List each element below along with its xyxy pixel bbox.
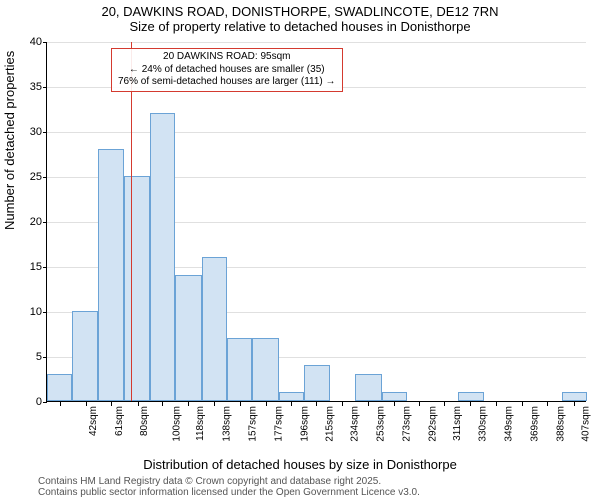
ytick-label: 5 <box>2 351 42 363</box>
footer-line-2: Contains public sector information licen… <box>38 487 420 498</box>
xtick-label: 157sqm <box>247 406 258 442</box>
footer-line-1: Contains HM Land Registry data © Crown c… <box>38 476 420 487</box>
xtick-label: 311sqm <box>452 406 463 441</box>
xtick-label: 215sqm <box>325 406 336 442</box>
ytick-label: 40 <box>2 36 42 48</box>
xtick-label: 407sqm <box>581 406 592 442</box>
xtick-mark <box>444 402 445 406</box>
footer: Contains HM Land Registry data © Crown c… <box>38 476 420 498</box>
annotation-line-3: 76% of semi-detached houses are larger (… <box>118 76 336 89</box>
plot-area: 051015202530354042sqm61sqm80sqm100sqm118… <box>46 42 586 402</box>
xtick-mark <box>368 402 369 406</box>
xtick-mark <box>214 402 215 406</box>
y-axis-label: Number of detached properties <box>2 51 17 230</box>
xtick-mark <box>316 402 317 406</box>
histogram-bar <box>47 374 72 401</box>
xtick-label: 349sqm <box>503 406 514 442</box>
histogram-bar <box>124 176 149 401</box>
xtick-label: 196sqm <box>299 406 310 442</box>
histogram-bar <box>98 149 125 401</box>
xtick-mark <box>291 402 292 406</box>
xtick-label: 100sqm <box>171 406 182 442</box>
ytick-label: 25 <box>2 171 42 183</box>
x-axis-label: Distribution of detached houses by size … <box>0 457 600 472</box>
ytick-mark <box>43 132 47 133</box>
ytick-mark <box>43 87 47 88</box>
ytick-mark <box>43 267 47 268</box>
histogram-bar <box>562 392 587 401</box>
xtick-mark <box>188 402 189 406</box>
xtick-mark <box>342 402 343 406</box>
histogram-bar <box>279 392 304 401</box>
xtick-mark <box>394 402 395 406</box>
xtick-mark <box>266 402 267 406</box>
histogram-bar <box>175 275 202 401</box>
xtick-label: 42sqm <box>88 406 99 436</box>
xtick-label: 80sqm <box>139 406 150 436</box>
histogram-bar <box>304 365 329 401</box>
xtick-label: 61sqm <box>114 406 125 436</box>
ytick-mark <box>43 312 47 313</box>
xtick-label: 234sqm <box>350 406 361 442</box>
ytick-mark <box>43 402 47 403</box>
gridline <box>47 132 586 133</box>
ytick-label: 15 <box>2 261 42 273</box>
chart-container: 20, DAWKINS ROAD, DONISTHORPE, SWADLINCO… <box>0 0 600 500</box>
xtick-mark <box>470 402 471 406</box>
ytick-mark <box>43 222 47 223</box>
xtick-label: 369sqm <box>530 406 541 442</box>
ytick-mark <box>43 177 47 178</box>
histogram-bar <box>382 392 407 401</box>
gridline <box>47 42 586 43</box>
xtick-mark <box>240 402 241 406</box>
xtick-mark <box>496 402 497 406</box>
xtick-label: 388sqm <box>555 406 566 442</box>
xtick-mark <box>138 402 139 406</box>
histogram-bar <box>355 374 382 401</box>
annotation-box: 20 DAWKINS ROAD: 95sqm ← 24% of detached… <box>111 48 343 92</box>
histogram-bar <box>72 311 97 401</box>
xtick-label: 118sqm <box>195 406 206 441</box>
xtick-mark <box>60 402 61 406</box>
ytick-mark <box>43 42 47 43</box>
title-block: 20, DAWKINS ROAD, DONISTHORPE, SWADLINCO… <box>0 0 600 34</box>
histogram-bar <box>150 113 175 401</box>
xtick-mark <box>574 402 575 406</box>
histogram-bar <box>252 338 279 401</box>
ytick-label: 10 <box>2 306 42 318</box>
title-line-1: 20, DAWKINS ROAD, DONISTHORPE, SWADLINCO… <box>0 4 600 19</box>
ytick-label: 35 <box>2 81 42 93</box>
histogram-bar <box>202 257 227 401</box>
xtick-mark <box>111 402 112 406</box>
title-line-2: Size of property relative to detached ho… <box>0 19 600 34</box>
annotation-line-2: ← 24% of detached houses are smaller (35… <box>118 64 336 77</box>
xtick-label: 138sqm <box>222 406 233 442</box>
xtick-mark <box>86 402 87 406</box>
histogram-bar <box>458 392 485 401</box>
ytick-label: 20 <box>2 216 42 228</box>
xtick-label: 253sqm <box>375 406 386 442</box>
histogram-bar <box>227 338 252 401</box>
reference-line <box>131 42 132 401</box>
ytick-label: 0 <box>2 396 42 408</box>
ytick-mark <box>43 357 47 358</box>
xtick-label: 292sqm <box>427 406 438 442</box>
xtick-mark <box>522 402 523 406</box>
ytick-label: 30 <box>2 126 42 138</box>
xtick-label: 330sqm <box>478 406 489 442</box>
xtick-mark <box>162 402 163 406</box>
xtick-label: 273sqm <box>402 406 413 442</box>
xtick-mark <box>419 402 420 406</box>
xtick-label: 177sqm <box>274 406 285 442</box>
xtick-mark <box>547 402 548 406</box>
annotation-line-1: 20 DAWKINS ROAD: 95sqm <box>118 51 336 64</box>
